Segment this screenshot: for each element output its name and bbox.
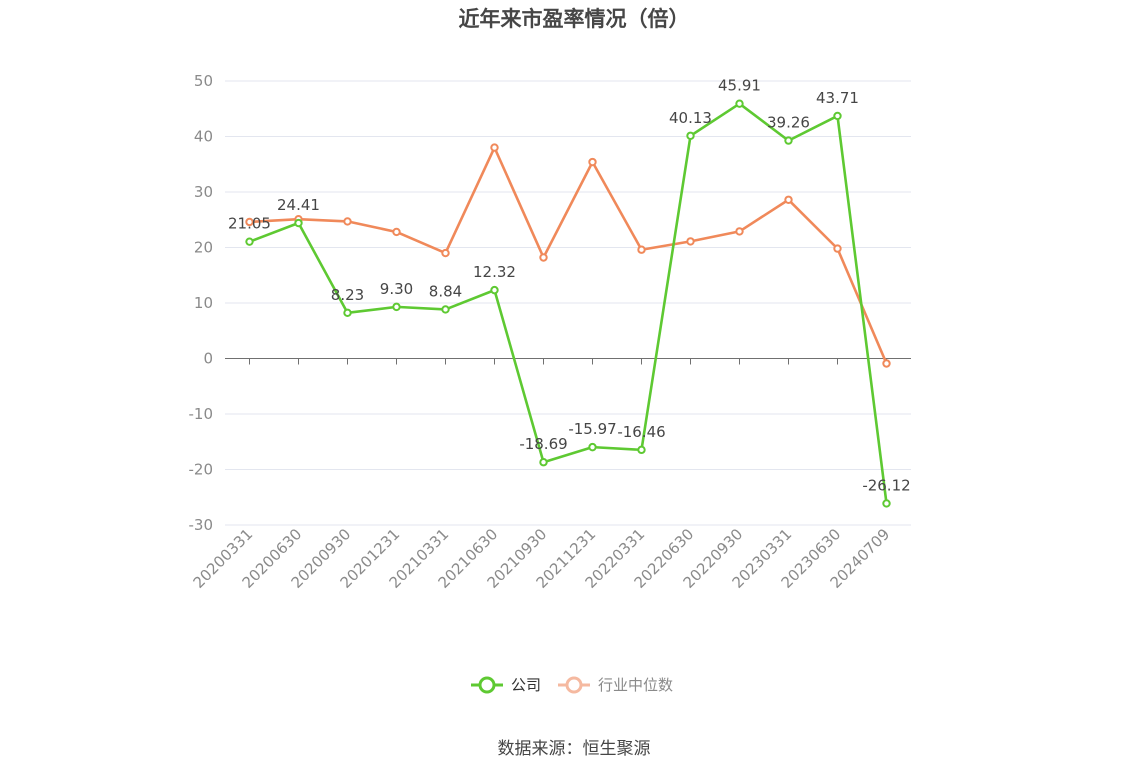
data-label: 45.91 [718, 77, 761, 95]
legend-company-marker [478, 676, 496, 694]
legend-company-label: 公司 [511, 676, 541, 694]
data-label: 43.71 [816, 89, 859, 107]
data-source: 数据来源：恒生聚源 [498, 739, 651, 759]
y-tick-label: 50 [194, 72, 213, 90]
data-point-1[interactable] [784, 195, 793, 204]
y-tick-label: 30 [194, 183, 213, 201]
y-tick-label: 10 [194, 294, 213, 312]
data-point-0[interactable] [637, 445, 646, 455]
y-tick-label: 20 [194, 239, 213, 257]
data-point-1[interactable] [735, 227, 744, 236]
data-point-0[interactable] [490, 285, 499, 295]
data-point-1[interactable] [441, 248, 450, 258]
data-point-0[interactable] [882, 499, 891, 508]
data-label: 9.30 [380, 280, 413, 298]
y-tick-label: 40 [194, 128, 213, 146]
y-tick-label: -10 [189, 405, 214, 423]
legend-item-company[interactable]: 公司 [471, 676, 541, 694]
chart-title: 近年来市盈率情况（倍） [459, 7, 690, 31]
data-label: -18.69 [519, 435, 567, 453]
legend-industry-marker [565, 676, 583, 694]
y-tick-label: 0 [203, 350, 213, 368]
data-label: -16.46 [617, 423, 665, 441]
data-point-0[interactable] [735, 99, 744, 108]
data-point-0[interactable] [784, 136, 793, 145]
legend-item-industry-median[interactable]: 行业中位数 [558, 676, 673, 694]
data-label: -15.97 [568, 420, 616, 438]
data-label: 21.05 [228, 215, 271, 233]
y-tick-label: -30 [189, 516, 214, 534]
legend: 公司 行业中位数 [471, 676, 673, 694]
data-point-1[interactable] [392, 227, 401, 237]
data-point-0[interactable] [539, 458, 548, 467]
y-tick-label: -20 [189, 461, 214, 479]
data-point-0[interactable] [588, 442, 597, 452]
data-point-0[interactable] [294, 218, 303, 228]
gridlines [225, 80, 911, 526]
data-point-0[interactable] [686, 131, 695, 140]
x-axis: 2020033120200630202009302020123120210331… [190, 358, 911, 592]
data-point-0[interactable] [392, 302, 401, 312]
data-point-0[interactable] [833, 111, 842, 121]
series-layer [245, 99, 891, 508]
data-label: -26.12 [862, 476, 910, 494]
data-point-1[interactable] [490, 143, 499, 152]
data-point-0[interactable] [343, 308, 352, 318]
data-point-0[interactable] [441, 305, 450, 314]
series-line-0 [249, 102, 888, 504]
data-label: 12.32 [473, 263, 516, 281]
data-label: 40.13 [669, 109, 712, 127]
y-axis: 50 40 30 20 10 0 -10 -20 -30 [189, 72, 214, 534]
data-label: 39.26 [767, 114, 810, 132]
legend-industry-label: 行业中位数 [598, 676, 673, 694]
data-point-1[interactable] [343, 217, 352, 226]
data-point-1[interactable] [882, 359, 891, 368]
data-point-1[interactable] [588, 157, 597, 167]
data-point-1[interactable] [833, 244, 842, 253]
data-point-1[interactable] [637, 245, 646, 254]
data-point-1[interactable] [539, 253, 548, 262]
data-label: 8.84 [429, 282, 462, 300]
data-point-0[interactable] [245, 237, 254, 246]
series-line-1 [249, 146, 888, 365]
data-point-1[interactable] [245, 217, 254, 227]
data-label: 24.41 [277, 196, 320, 214]
data-point-1[interactable] [686, 237, 695, 246]
data-label: 8.23 [331, 286, 364, 304]
